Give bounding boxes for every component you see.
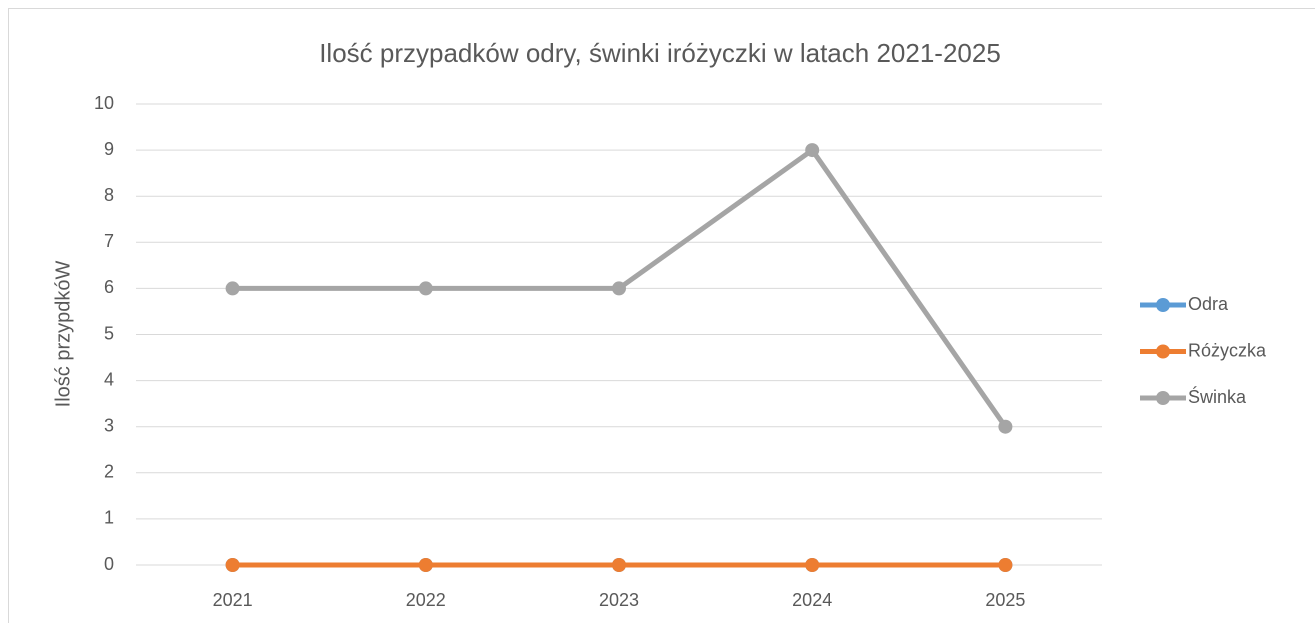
legend-label: Różyczka [1188,340,1267,360]
legend-marker [1156,298,1170,312]
y-tick-label: 8 [104,185,114,205]
y-tick-label: 1 [104,508,114,528]
point [225,558,240,572]
point [805,558,820,572]
y-tick-label: 9 [104,139,114,159]
y-tick-label: 10 [94,93,114,113]
x-tick-label: 2023 [599,590,639,610]
y-tick-label: 7 [104,231,114,251]
legend-label: Świnka [1188,386,1247,407]
legend-label: Odra [1188,294,1229,314]
y-tick-label: 3 [104,415,114,435]
point [418,281,433,296]
point [612,558,626,572]
y-tick-label: 5 [104,323,114,343]
legend-marker [1156,391,1170,405]
y-tick-label: 2 [104,462,114,482]
point [805,143,820,158]
point [998,558,1013,572]
point [418,558,433,572]
point [998,419,1013,434]
legend-marker [1156,344,1170,359]
y-tick-label: 4 [104,369,114,389]
y-tick-label: 6 [104,277,114,297]
point [612,281,626,296]
y-axis-label: Ilość przypdkóW [52,261,74,408]
chart-title: Ilość przypadków odry, świnki iróżyczki … [319,38,1001,68]
y-tick-label: 0 [104,554,114,574]
chart-border [8,8,1315,623]
x-tick-label: 2022 [406,590,446,610]
x-tick-label: 2025 [985,590,1025,610]
x-tick-label: 2021 [213,590,253,610]
point [225,281,240,296]
x-tick-label: 2024 [792,590,832,610]
